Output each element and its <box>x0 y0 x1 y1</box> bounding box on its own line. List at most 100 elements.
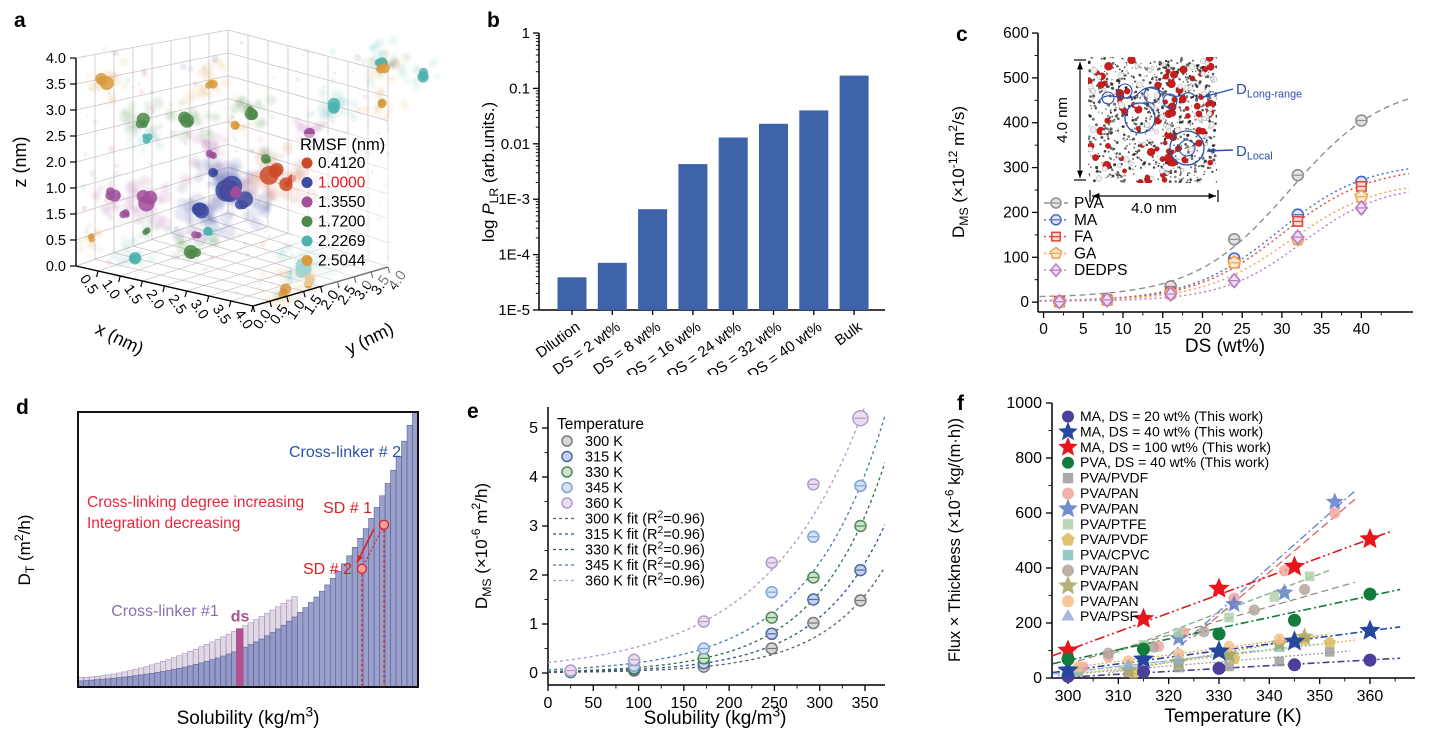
svg-text:0: 0 <box>1020 294 1029 311</box>
svg-text:1.3550: 1.3550 <box>318 194 366 211</box>
svg-text:500: 500 <box>1003 70 1029 87</box>
bars <box>557 75 869 311</box>
svg-text:150: 150 <box>671 695 698 712</box>
svg-text:SD # 2: SD # 2 <box>303 561 352 578</box>
legend: RMSF (nm)0.4120 1.0000 1.3550 1.7200 2.2269 2… <box>292 134 428 286</box>
md-atoms <box>1088 57 1217 183</box>
svg-text:PVA, DS = 40 wt% (This work): PVA, DS = 40 wt% (This work) <box>1080 454 1269 470</box>
svg-text:DS (wt%): DS (wt%) <box>1185 336 1265 357</box>
panel-label-b: b <box>487 9 500 32</box>
svg-text:DMS (×10-12 m2/s): DMS (×10-12 m2/s) <box>946 106 971 238</box>
panel-label-c: c <box>956 23 968 46</box>
svg-text:330: 330 <box>1206 688 1233 705</box>
svg-text:400: 400 <box>1015 560 1042 577</box>
svg-text:DLocal: DLocal <box>1236 143 1273 163</box>
panel-label-d: d <box>16 396 29 419</box>
svg-text:3.5: 3.5 <box>46 77 66 93</box>
svg-text:PVA/PTFE: PVA/PTFE <box>1080 516 1147 532</box>
svg-text:600: 600 <box>1003 25 1029 42</box>
svg-text:315 K fit (R2=0.96): 315 K fit (R2=0.96) <box>585 525 705 543</box>
svg-text:Cross-linker #1: Cross-linker #1 <box>111 603 219 620</box>
svg-text:RMSF (nm): RMSF (nm) <box>300 136 385 154</box>
panel-d-canvas: ds SD # 1 SD # 2 Cross-linker # 2 Cross-link… <box>12 411 419 729</box>
svg-text:360 K: 360 K <box>585 496 623 512</box>
md-inset: DLong-range DLocal 4.0 nm 4.0 nm <box>1054 57 1302 217</box>
svg-text:340: 340 <box>1256 688 1283 705</box>
svg-text:PVA/PVDF: PVA/PVDF <box>1080 470 1148 486</box>
panel-label-e: e <box>467 400 479 423</box>
fit-curves <box>548 407 885 674</box>
svg-text:4.0 nm: 4.0 nm <box>1054 97 1071 143</box>
svg-text:300 K: 300 K <box>585 434 623 450</box>
svg-text:250: 250 <box>761 695 788 712</box>
svg-text:Flux × Thickness (×10-6 kg/(m·: Flux × Thickness (×10-6 kg/(m·h)) <box>942 418 964 662</box>
svg-text:PVA/PVDF: PVA/PVDF <box>1080 531 1148 547</box>
svg-text:320: 320 <box>1155 688 1182 705</box>
svg-text:360: 360 <box>1357 688 1384 705</box>
svg-text:3: 3 <box>529 518 538 535</box>
svg-text:300: 300 <box>1003 160 1029 177</box>
svg-text:FA: FA <box>1074 229 1094 246</box>
svg-text:345 K: 345 K <box>585 481 623 497</box>
svg-text:50: 50 <box>584 695 602 712</box>
svg-text:2.0: 2.0 <box>46 155 66 171</box>
work-series <box>1061 587 1377 666</box>
svg-text:MA, DS = 40 wt% (This work): MA, DS = 40 wt% (This work) <box>1080 423 1263 439</box>
work-series <box>1057 619 1381 680</box>
svg-text:2: 2 <box>529 567 538 584</box>
svg-text:ds: ds <box>231 609 250 626</box>
crosslinker2-bars <box>77 411 419 688</box>
legend: MA, DS = 20 wt% (This work)MA, DS = 40 w… <box>1058 408 1271 624</box>
series-points <box>564 409 869 677</box>
svg-text:2.5044: 2.5044 <box>318 253 366 270</box>
panel-f: f 300 310 320 330 340 350 360 0 200 400 600 800 1000… <box>940 375 1431 750</box>
svg-text:5: 5 <box>1079 321 1088 338</box>
schematic: ds SD # 1 SD # 2 Cross-linker # 2 Cross-link… <box>12 411 419 729</box>
lit-series <box>1169 492 1344 646</box>
svg-text:PVA/PAN: PVA/PAN <box>1080 562 1139 578</box>
panel-f-canvas: 300 310 320 330 340 350 360 0 200 400 600 800 1000 Fl… <box>942 395 1415 727</box>
svg-text:PVA/PAN: PVA/PAN <box>1080 500 1139 516</box>
svg-text:0.5: 0.5 <box>46 233 66 249</box>
svg-text:1.0: 1.0 <box>46 181 66 197</box>
svg-text:20: 20 <box>1194 321 1212 338</box>
svg-text:315 K: 315 K <box>585 450 623 466</box>
svg-text:0: 0 <box>544 695 553 712</box>
svg-text:1.7200: 1.7200 <box>318 214 366 231</box>
svg-text:GA: GA <box>1074 245 1097 262</box>
svg-text:1: 1 <box>529 616 538 633</box>
panel-label-a: a <box>14 9 26 32</box>
svg-text:345 K fit (R2=0.96): 345 K fit (R2=0.96) <box>585 556 705 574</box>
svg-text:1: 1 <box>522 25 530 42</box>
svg-text:PVA/PSF: PVA/PSF <box>1080 608 1138 624</box>
svg-text:DT (m2/h): DT (m2/h) <box>12 515 37 586</box>
panel-b: b 1 0.1 0.01 1E-3 1E-4 1E-5 Dilution DS = 2 wt%… <box>479 0 940 383</box>
svg-text:300: 300 <box>806 695 833 712</box>
svg-text:1E-3: 1E-3 <box>498 191 530 208</box>
svg-text:0.0: 0.0 <box>46 259 66 275</box>
svg-text:1.0000: 1.0000 <box>318 175 366 192</box>
svg-text:5: 5 <box>529 420 538 437</box>
svg-text:35: 35 <box>1313 321 1330 338</box>
svg-text:100: 100 <box>1003 249 1029 266</box>
svg-text:3.0: 3.0 <box>46 103 66 119</box>
svg-text:350: 350 <box>1306 688 1333 705</box>
svg-text:200: 200 <box>716 695 743 712</box>
svg-text:330 K: 330 K <box>585 465 623 481</box>
lit-series <box>1102 583 1311 659</box>
svg-text:0: 0 <box>1033 670 1042 687</box>
svg-text:MA, DS = 20 wt% (This work): MA, DS = 20 wt% (This work) <box>1080 408 1263 424</box>
svg-text:100: 100 <box>625 695 652 712</box>
panel-a-canvas: 0.00.51.51.02.02.53.03.54.00.51.01.52.02… <box>10 29 440 359</box>
svg-text:0: 0 <box>1039 321 1048 338</box>
svg-text:DEDPS: DEDPS <box>1074 262 1127 279</box>
svg-text:x (nm): x (nm) <box>92 318 147 358</box>
svg-text:25: 25 <box>1234 321 1251 338</box>
svg-text:Solubility (kg/m3): Solubility (kg/m3) <box>644 704 787 729</box>
svg-text:2.5: 2.5 <box>46 129 66 145</box>
svg-text:1E-4: 1E-4 <box>498 247 530 264</box>
svg-text:30: 30 <box>1273 321 1291 338</box>
